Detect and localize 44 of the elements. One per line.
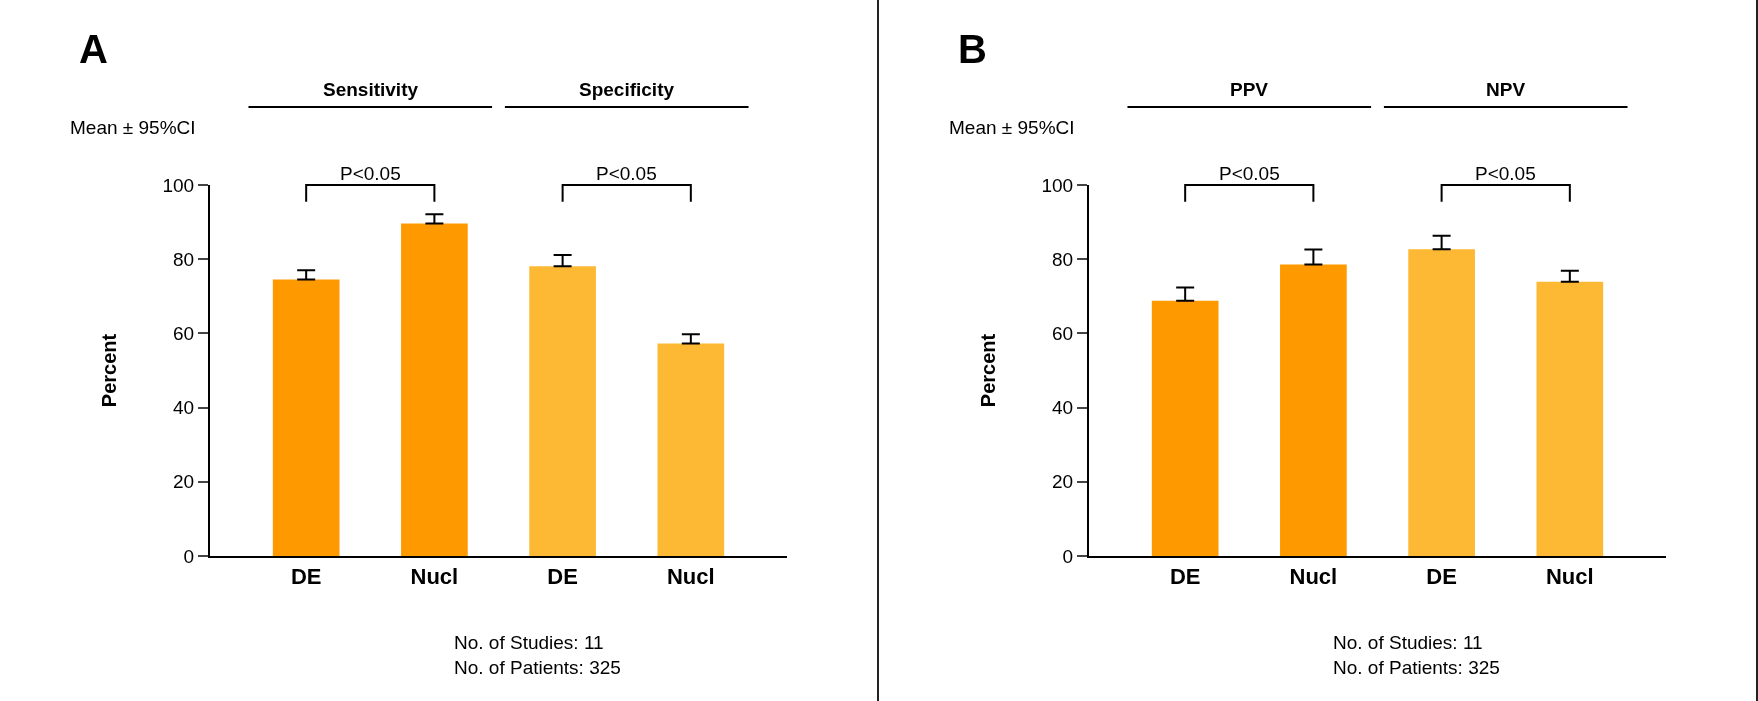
bar: [529, 266, 596, 556]
text: PPV: [1230, 79, 1269, 100]
x-tick-label: DE: [547, 564, 578, 590]
x-tick-label: DE: [1169, 564, 1201, 590]
y-tick-label: 60: [1052, 323, 1074, 345]
y-tick-label: 40: [1052, 397, 1074, 419]
bar: [272, 279, 340, 556]
bar: [401, 223, 468, 556]
y-tick-label: 80: [1052, 248, 1074, 270]
text: P<0.05: [340, 163, 401, 184]
y-tick-label: 100: [162, 174, 195, 196]
x-tick-label: DE: [290, 564, 322, 590]
y-tick-label: 0: [1062, 545, 1074, 567]
text: No. of Studies: 11 No. of Patients: 325: [1333, 632, 1500, 678]
text: Specificity: [579, 79, 675, 100]
y-axis-title: Percent: [977, 333, 1000, 408]
bar: [1408, 249, 1475, 556]
y-tick-label: 40: [173, 397, 195, 419]
text: NPV: [1486, 79, 1526, 100]
y-tick-label: 60: [173, 323, 195, 345]
y-tick-label: 20: [173, 471, 195, 493]
text: P<0.05: [596, 163, 657, 184]
text: Mean ± 95%CI: [70, 117, 196, 138]
x-tick-label: Nucl: [1545, 564, 1594, 590]
x-tick-label: Nucl: [666, 564, 715, 590]
y-tick-label: 80: [173, 248, 195, 270]
text: Sensitivity: [323, 79, 419, 100]
x-tick-label: Nucl: [1289, 564, 1338, 590]
y-axis-title: Percent: [98, 333, 121, 408]
text: No. of Studies: 11 No. of Patients: 325: [454, 632, 621, 678]
bar: [657, 343, 725, 556]
bar: [1536, 281, 1604, 556]
y-tick-label: 20: [1052, 471, 1074, 493]
bar: [1280, 264, 1347, 556]
x-tick-label: DE: [1426, 564, 1457, 590]
text: Mean ± 95%CI: [949, 117, 1075, 138]
x-tick-label: Nucl: [410, 564, 459, 590]
chart-title: A: [78, 27, 108, 72]
y-tick-label: 0: [183, 545, 195, 567]
chart-title: B: [957, 27, 987, 72]
text: P<0.05: [1475, 163, 1536, 184]
text: P<0.05: [1219, 163, 1280, 184]
bar: [1151, 300, 1219, 556]
y-tick-label: 100: [1041, 174, 1074, 196]
